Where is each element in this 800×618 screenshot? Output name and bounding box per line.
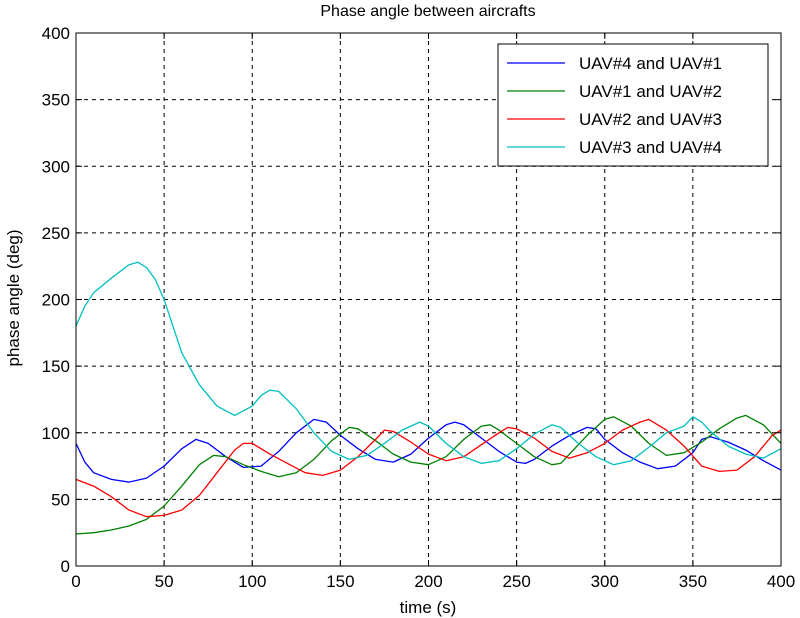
x-tick-label: 150 [326,572,354,591]
x-tick-label: 300 [591,572,619,591]
y-tick-label: 0 [61,557,70,576]
legend-label: UAV#1 and UAV#2 [579,82,722,101]
y-tick-label: 400 [42,24,70,43]
y-tick-label: 300 [42,157,70,176]
legend-box [497,43,769,167]
series-line [75,414,782,535]
y-tick-label: 250 [42,224,70,243]
legend-label: UAV#2 and UAV#3 [579,110,722,129]
legend-label: UAV#4 and UAV#1 [579,54,722,73]
x-tick-label: 400 [767,572,795,591]
y-axis-ticks: 0 50 100 150 200 250 300 350 400 [42,24,781,576]
y-tick-label: 200 [42,291,70,310]
series-layer [75,261,782,535]
y-tick-label: 50 [51,490,70,509]
x-axis-ticks: 0 50 100 150 200 250 300 350 400 [71,33,795,591]
x-axis-label: time (s) [400,598,457,617]
y-tick-label: 100 [42,424,70,443]
legend-label: UAV#3 and UAV#4 [579,138,722,157]
x-tick-label: 250 [502,572,530,591]
series-line [75,418,782,518]
y-tick-label: 150 [42,357,70,376]
x-tick-label: 0 [71,572,80,591]
y-axis-label: phase angle (deg) [4,229,23,366]
x-tick-label: 350 [679,572,707,591]
series-line [75,418,782,483]
legend: UAV#4 and UAV#1 UAV#1 and UAV#2 UAV#2 and … [497,43,769,167]
y-tick-label: 350 [42,91,70,110]
series-line [75,261,782,466]
x-tick-label: 100 [238,572,266,591]
chart-title: Phase angle between aircrafts [320,3,535,20]
x-tick-label: 50 [155,572,174,591]
x-tick-label: 200 [414,572,442,591]
